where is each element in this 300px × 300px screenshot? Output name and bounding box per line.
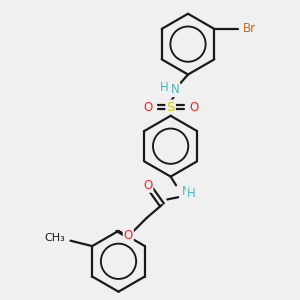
Text: O: O bbox=[189, 100, 198, 114]
Text: N: N bbox=[182, 185, 190, 198]
Text: H: H bbox=[187, 188, 196, 200]
Text: N: N bbox=[171, 83, 179, 96]
Text: O: O bbox=[143, 100, 152, 114]
Text: O: O bbox=[124, 229, 133, 242]
Text: CH₃: CH₃ bbox=[44, 233, 65, 244]
Text: O: O bbox=[143, 179, 152, 192]
Text: H: H bbox=[160, 81, 169, 94]
Text: S: S bbox=[167, 100, 175, 114]
Text: Br: Br bbox=[243, 22, 256, 35]
